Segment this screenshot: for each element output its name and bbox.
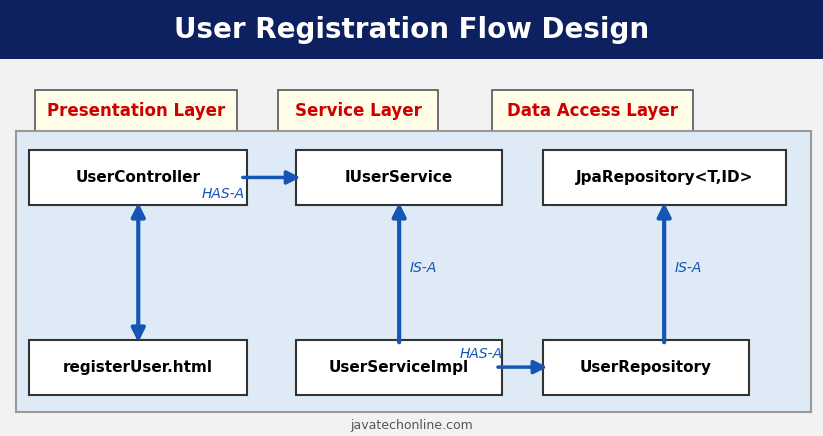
FancyBboxPatch shape xyxy=(16,131,811,412)
FancyBboxPatch shape xyxy=(29,340,247,395)
Text: IS-A: IS-A xyxy=(410,261,437,275)
Text: IUserService: IUserService xyxy=(345,170,453,185)
Text: User Registration Flow Design: User Registration Flow Design xyxy=(174,16,649,44)
FancyBboxPatch shape xyxy=(296,150,502,205)
Text: HAS-A: HAS-A xyxy=(459,347,502,361)
FancyBboxPatch shape xyxy=(296,340,502,395)
Text: UserRepository: UserRepository xyxy=(580,360,712,375)
Text: Data Access Layer: Data Access Layer xyxy=(507,102,678,120)
Text: JpaRepository<T,ID>: JpaRepository<T,ID> xyxy=(576,170,753,185)
Text: UserServiceImpl: UserServiceImpl xyxy=(329,360,469,375)
Text: registerUser.html: registerUser.html xyxy=(63,360,213,375)
Text: Service Layer: Service Layer xyxy=(295,102,421,120)
FancyBboxPatch shape xyxy=(278,91,438,132)
Text: Presentation Layer: Presentation Layer xyxy=(47,102,225,120)
FancyBboxPatch shape xyxy=(491,91,693,132)
FancyBboxPatch shape xyxy=(29,150,247,205)
FancyBboxPatch shape xyxy=(35,91,237,132)
FancyBboxPatch shape xyxy=(543,150,786,205)
Text: javatechonline.com: javatechonline.com xyxy=(350,419,473,432)
Text: UserController: UserController xyxy=(76,170,200,185)
FancyBboxPatch shape xyxy=(543,340,749,395)
Text: IS-A: IS-A xyxy=(675,261,702,275)
Text: HAS-A: HAS-A xyxy=(202,187,244,201)
FancyBboxPatch shape xyxy=(0,0,823,59)
